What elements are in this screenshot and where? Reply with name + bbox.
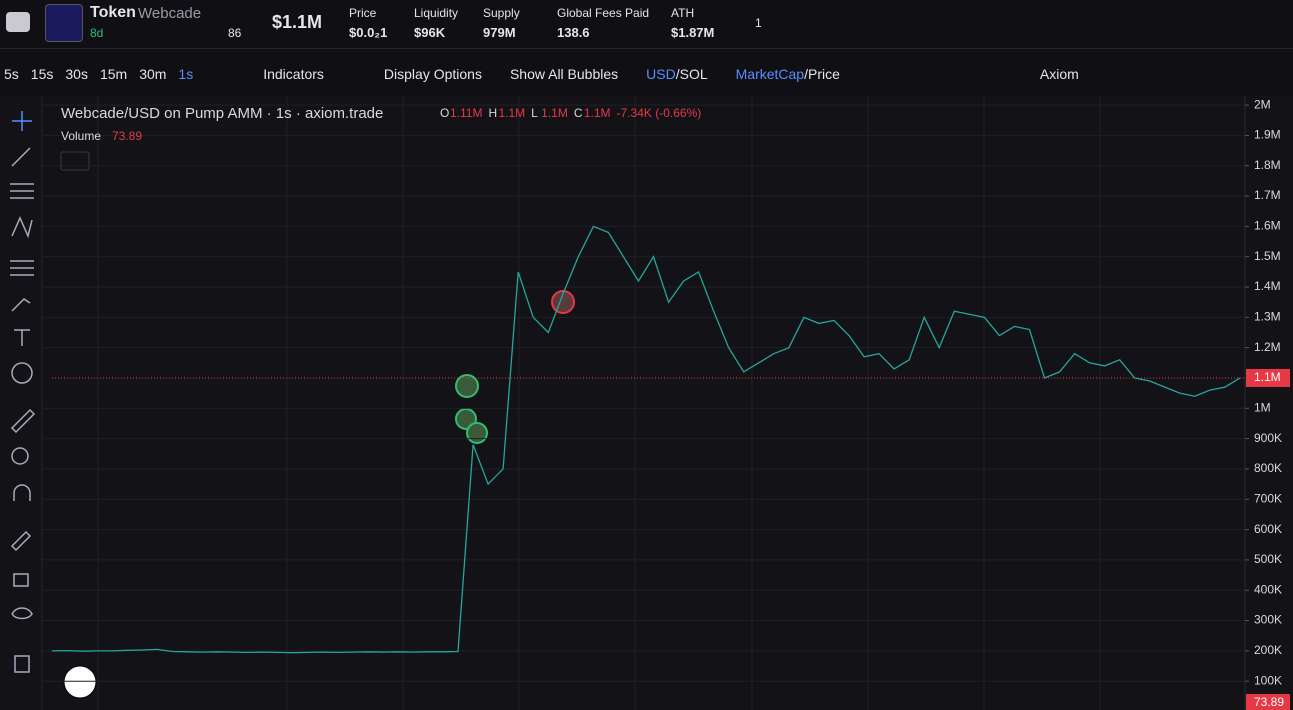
y-tick-label: 100K <box>1254 673 1282 687</box>
toolbar: 5s 15s 30s 15m 30m 1s Indicators Display Option… <box>4 66 1091 82</box>
stat-label: ATH <box>671 6 695 20</box>
y-tick-label: 1.6M <box>1254 219 1281 233</box>
token-ticker[interactable]: Webcade <box>138 5 202 22</box>
provider[interactable]: Axiom <box>1039 66 1079 82</box>
y-tick-label: 1.7M <box>1254 188 1281 202</box>
chart-title: Webcade/USD on Pump AMM · 1s · axiom.tra… <box>61 105 383 122</box>
market-cap: $1.1M <box>272 12 323 32</box>
stat-label: Global Fees Paid <box>557 6 650 20</box>
ohlc-value: 1.1M <box>541 106 568 120</box>
interval[interactable]: 30s <box>65 66 88 82</box>
ohlc-change: -7.34K (-0.66%) <box>617 106 702 120</box>
show-bubbles[interactable]: Show All Bubbles <box>509 66 619 82</box>
currency-usd[interactable]: USD <box>646 66 676 82</box>
indicators[interactable]: Indicators <box>263 66 324 82</box>
y-tick-label: 1.5M <box>1254 249 1281 263</box>
last-price-box <box>1246 368 1290 387</box>
y-tick-label: 1M <box>1254 400 1271 414</box>
y-tick-label: 600K <box>1254 522 1282 536</box>
logo[interactable] <box>6 12 30 32</box>
interval[interactable]: 5s <box>4 66 19 82</box>
drawing-tools[interactable] <box>10 111 36 673</box>
ohlc-key: O <box>440 106 449 120</box>
y-tick-label: 2M <box>1254 97 1271 111</box>
stat-label: Supply <box>483 6 520 20</box>
y-tick-label: 1.9M <box>1254 128 1281 142</box>
stat-label: Liquidity <box>414 6 459 20</box>
mode-price[interactable]: /Price <box>804 66 840 82</box>
stat-value: 138.6 <box>557 25 590 40</box>
volume-box <box>1246 694 1290 710</box>
stat-label: Price <box>349 6 377 20</box>
ohlc-value: 1.1M <box>584 106 611 120</box>
token-avatar <box>45 4 83 42</box>
ohlc-key: H <box>488 106 497 120</box>
crown-count: 1 <box>755 16 762 30</box>
token-name: Token <box>90 4 136 21</box>
y-tick-label: 200K <box>1254 643 1282 657</box>
age: 8d <box>90 26 104 40</box>
y-tick-label: 1.4M <box>1254 279 1281 293</box>
price-line <box>51 225 1241 654</box>
stat-value: 979M <box>483 25 516 40</box>
y-tick-label: 1.3M <box>1254 310 1281 324</box>
y-tick-label: 800K <box>1254 461 1282 475</box>
top-bar: Token Webcade 8d 86 $1.1M Price $0.0₂1 Liq… <box>0 0 1293 49</box>
volume-value: 73.89 <box>112 129 142 143</box>
last-price-label: 1.1M <box>1254 370 1281 384</box>
chart-bg <box>0 96 1293 710</box>
y-tick-label: 700K <box>1254 491 1282 505</box>
stat-value: $96K <box>414 25 446 40</box>
interval[interactable]: 15m <box>99 66 128 82</box>
y-tick-label: 400K <box>1254 582 1282 596</box>
display-options[interactable]: Display Options <box>383 66 482 82</box>
mode-mcap[interactable]: MarketCap <box>735 66 805 82</box>
tv-logo[interactable] <box>63 665 97 699</box>
stat-value: $0.0₂1 <box>349 25 388 40</box>
y-tick-label: 500K <box>1254 552 1282 566</box>
currency-sol[interactable]: /SOL <box>675 66 708 82</box>
volume-label: Volume <box>61 129 101 143</box>
chart: 2M 1.9M 1.8M 1.7M 1.6M 1.5M 1.4M 1.3M 1.2M 1M 900K… <box>0 96 1293 710</box>
stat-value: $1.87M <box>671 25 715 40</box>
y-tick-label: 1.8M <box>1254 158 1281 172</box>
views: 86 <box>228 26 242 40</box>
y-tick-label: 1.2M <box>1254 340 1281 354</box>
ohlc-value: 1.11M <box>450 106 482 120</box>
active-interval[interactable]: 1s <box>178 66 194 82</box>
y-tick-label: 900K <box>1254 431 1282 445</box>
volume-axis-label: 73.89 <box>1254 695 1284 709</box>
ohlc-key: L <box>531 106 538 120</box>
interval[interactable]: 15s <box>30 66 54 82</box>
interval[interactable]: 30m <box>139 66 167 82</box>
ohlc-value: 1.1M <box>498 106 525 120</box>
ohlc-key: C <box>574 106 583 120</box>
y-tick-label: 300K <box>1254 613 1282 627</box>
